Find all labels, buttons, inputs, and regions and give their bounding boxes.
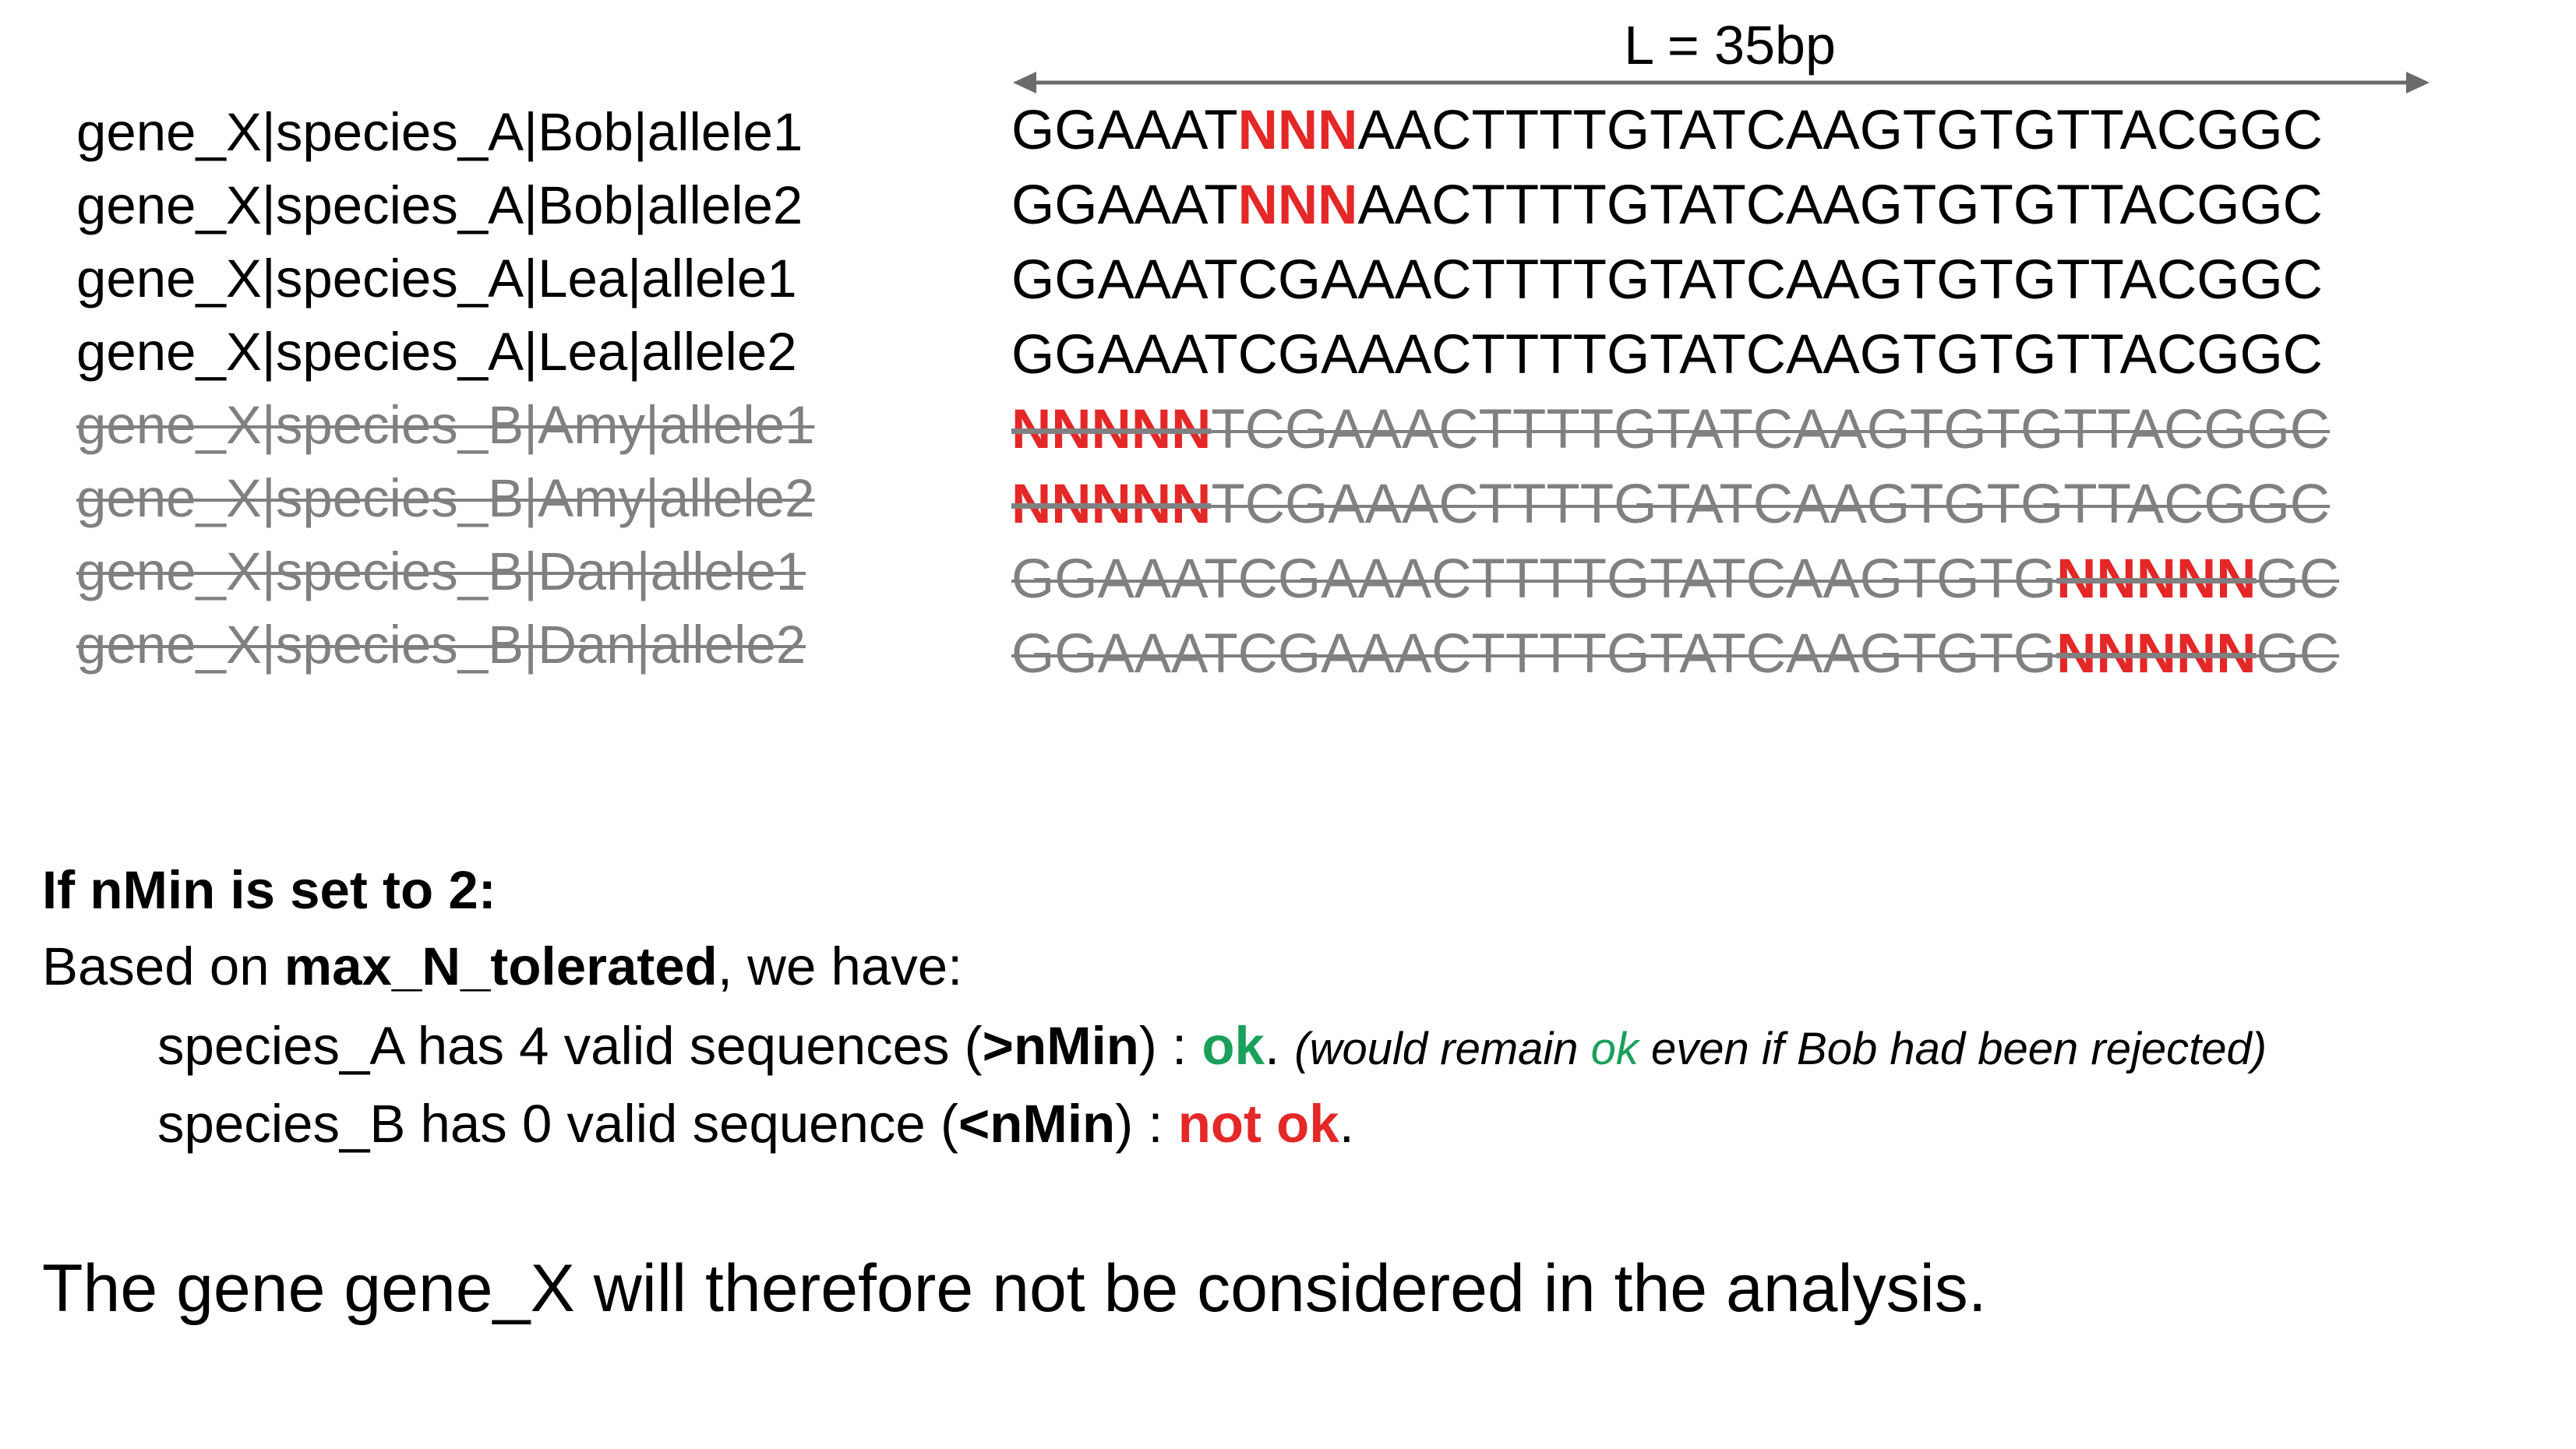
ambiguous-bases: NNN xyxy=(1237,100,1358,161)
sequence-row-rejected: NNNNNTCGAAACTTTTGTATCAAGTGTGTTACGGC xyxy=(1011,399,2330,461)
sequence-segment: AACTTTTGTATCAAGTGTGTTACGGC xyxy=(1357,175,2323,236)
sequence-row-rejected: GGAAATCGAAACTTTTGTATCAAGTGTGNNNNNGC xyxy=(1011,623,2339,686)
sequence-segment: GGAAATCGAAACTTTTGTATCAAGTGTGTTACGGC xyxy=(1011,324,2323,386)
ambiguous-bases: NNNNN xyxy=(2056,623,2257,685)
sequence-name-rejected: gene_X|species_B|Amy|allele1 xyxy=(76,395,815,455)
species-a-status: ok xyxy=(1202,1016,1265,1076)
sequence-segment: TCGAAACTTTTGTATCAAGTGTGTTACGGC xyxy=(1211,399,2331,460)
species-b-comparison: <nMin xyxy=(958,1094,1116,1154)
note-ok: ok xyxy=(1590,1024,1639,1074)
sequence-segment: GC xyxy=(2256,548,2340,610)
sequence-segment: AACTTTTGTATCAAGTGTGTTACGGC xyxy=(1357,100,2323,161)
sequence-name: gene_X|species_A|Bob|allele1 xyxy=(76,102,803,162)
sequence-row: GGAAATNNNAACTTTTGTATCAAGTGTGTTACGGC xyxy=(1011,175,2323,237)
species-a-period: . xyxy=(1264,1016,1295,1076)
species-a-note: (would remain ok even if Bob had been re… xyxy=(1294,1024,2267,1074)
sequence-name-rejected: gene_X|species_B|Amy|allele2 xyxy=(76,468,815,528)
explanation-basis: Based on max_N_tolerated, we have: xyxy=(42,932,962,1002)
species-b-result: species_B has 0 valid sequence (<nMin) :… xyxy=(157,1089,1354,1159)
sequence-row: GGAAATNNNAACTTTTGTATCAAGTGTGTTACGGC xyxy=(1011,100,2323,162)
species-a-separator: ) : xyxy=(1138,1016,1202,1076)
species-b-period: . xyxy=(1339,1094,1354,1154)
sequence-name-rejected: gene_X|species_B|Dan|allele1 xyxy=(76,541,806,601)
species-b-status: not ok xyxy=(1177,1094,1339,1154)
sequence-segment: TCGAAACTTTTGTATCAAGTGTGTTACGGC xyxy=(1211,474,2331,535)
sequence-name: gene_X|species_A|Lea|allele1 xyxy=(76,249,797,308)
sequence-length-label: L = 35bp xyxy=(1624,15,1836,76)
sequence-name-rejected: gene_X|species_B|Dan|allele2 xyxy=(76,615,806,675)
ambiguous-bases: NNNNN xyxy=(2056,548,2257,610)
sequence-row-rejected: NNNNNTCGAAACTTTTGTATCAAGTGTGTTACGGC xyxy=(1011,474,2330,536)
species-b-separator: ) : xyxy=(1115,1094,1178,1154)
note-text: (would remain xyxy=(1294,1024,1591,1074)
sequence-row-rejected: GGAAATCGAAACTTTTGTATCAAGTGTGNNNNNGC xyxy=(1011,548,2339,611)
sequence-row: GGAAATCGAAACTTTTGTATCAAGTGTGTTACGGC xyxy=(1011,249,2323,312)
basis-text: , we have: xyxy=(717,936,963,996)
sequence-segment: GGAAATCGAAACTTTTGTATCAAGTGTG xyxy=(1011,548,2057,610)
species-a-text: species_A has 4 valid sequences ( xyxy=(157,1016,983,1076)
sequence-segment: GGAAAT xyxy=(1011,100,1238,161)
sequence-name: gene_X|species_A|Lea|allele2 xyxy=(76,322,797,382)
ambiguous-bases: NNNNN xyxy=(1011,474,1212,535)
ambiguous-bases: NNNNN xyxy=(1011,399,1212,460)
sequence-segment: GGAAAT xyxy=(1011,175,1238,236)
sequence-segment: GGAAATCGAAACTTTTGTATCAAGTGTGTTACGGC xyxy=(1011,249,2323,311)
species-a-result: species_A has 4 valid sequences (>nMin) … xyxy=(157,1011,2267,1084)
sequence-segment: GC xyxy=(2256,623,2340,685)
explanation-heading: If nMin is set to 2: xyxy=(42,860,496,920)
species-a-comparison: >nMin xyxy=(982,1016,1139,1076)
basis-text: Based on xyxy=(42,936,284,996)
ambiguous-bases: NNN xyxy=(1237,175,1358,236)
species-b-text: species_B has 0 valid sequence ( xyxy=(157,1094,958,1154)
note-text: even if Bob had been rejected) xyxy=(1638,1024,2267,1074)
conclusion: The gene gene_X will therefore not be co… xyxy=(42,1251,1987,1326)
sequence-length-arrow xyxy=(1013,72,2430,93)
sequence-name: gene_X|species_A|Bob|allele2 xyxy=(76,175,803,235)
sequence-row: GGAAATCGAAACTTTTGTATCAAGTGTGTTACGGC xyxy=(1011,324,2323,386)
sequence-segment: GGAAATCGAAACTTTTGTATCAAGTGTG xyxy=(1011,623,2057,685)
parameter-name: max_N_tolerated xyxy=(284,936,718,996)
